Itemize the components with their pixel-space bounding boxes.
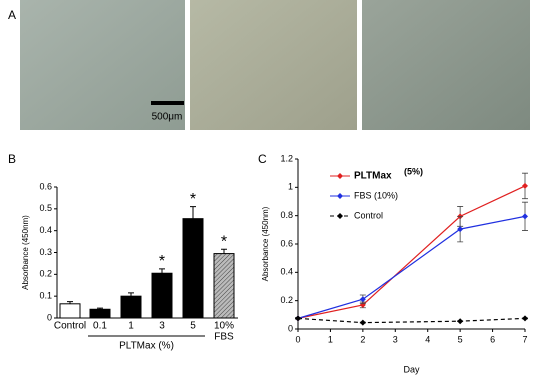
error-bar: [67, 301, 73, 304]
error-bar: [128, 292, 134, 297]
y-tick-label: 1: [288, 182, 293, 192]
x-axis-label: Day: [403, 364, 420, 374]
y-tick-label: 0.8: [280, 210, 293, 220]
error-bar: [159, 268, 165, 274]
y-tick-label: 0.4: [280, 267, 293, 277]
legend-marker: [337, 213, 343, 219]
group-label: PLTMax (%): [119, 341, 174, 352]
micrograph: [362, 0, 530, 130]
bar: [59, 303, 81, 319]
y-tick-label: 0: [47, 312, 52, 322]
point: [359, 296, 366, 303]
y-tick-label: 0.2: [280, 295, 293, 305]
x-tick-label: FBS: [214, 332, 234, 343]
bar: [120, 295, 142, 319]
x-tick-label: 5: [458, 334, 463, 344]
y-axis-label: Absorbance (450nm): [21, 215, 30, 290]
error-bar: [97, 307, 103, 310]
y-tick-label: 0.5: [39, 203, 52, 213]
y-tick-label: 0.1: [39, 291, 52, 301]
bar: [151, 272, 173, 319]
bar: [89, 308, 111, 319]
legend-label: FBS (10%): [354, 190, 398, 200]
error-bar: [190, 206, 196, 219]
bar: [213, 253, 235, 319]
series-line: [297, 215, 526, 319]
legend-marker: [337, 193, 343, 199]
y-tick-label: 0.3: [39, 247, 52, 257]
y-tick-label: 1.2: [280, 153, 293, 163]
y-tick-label: 0.2: [39, 269, 52, 279]
x-tick-label: 4: [425, 334, 430, 344]
x-tick-label: 6: [490, 334, 495, 344]
y-tick-label: 0.4: [39, 225, 52, 235]
point: [359, 319, 366, 326]
scale-bar-label: 500μm: [152, 112, 183, 123]
legend-label: Control: [354, 210, 383, 220]
x-tick-label: Control: [54, 321, 86, 332]
scale-bar: [151, 101, 184, 105]
point: [457, 226, 464, 233]
y-axis-label: Absorbance (450nm): [261, 206, 270, 281]
x-tick-label: 5: [190, 321, 196, 332]
x-tick-label: 1: [328, 334, 333, 344]
y-tick-label: 0.6: [280, 238, 293, 248]
point: [522, 182, 528, 189]
significance-marker: *: [190, 191, 196, 208]
x-tick-label: 0: [295, 334, 300, 344]
y-tick-label: 0: [288, 323, 293, 333]
legend-note: (5%): [404, 166, 423, 176]
series-line: [297, 317, 526, 324]
x-tick-label: 3: [159, 321, 165, 332]
x-tick-label: 1: [128, 321, 134, 332]
panel-label: C: [258, 152, 267, 166]
point: [522, 213, 528, 220]
y-tick-label: 0.6: [39, 181, 52, 191]
x-tick-label: 0.1: [93, 321, 107, 332]
error-bar: [221, 248, 227, 254]
series-line: [297, 185, 526, 319]
x-tick-label: 10%: [214, 321, 234, 332]
legend-marker: [337, 173, 343, 179]
x-tick-label: 7: [522, 334, 527, 344]
significance-marker: *: [159, 253, 165, 270]
significance-marker: *: [221, 233, 227, 250]
panel-label: A: [8, 8, 16, 22]
point: [457, 318, 464, 325]
x-tick-label: 3: [393, 334, 398, 344]
bar: [182, 218, 204, 319]
panel-label: B: [8, 152, 16, 166]
point: [295, 315, 301, 322]
micrograph: [190, 0, 357, 130]
x-tick-label: 2: [360, 334, 365, 344]
micrograph: [20, 0, 185, 130]
legend-label: PLTMax: [354, 171, 392, 182]
point: [522, 315, 528, 322]
